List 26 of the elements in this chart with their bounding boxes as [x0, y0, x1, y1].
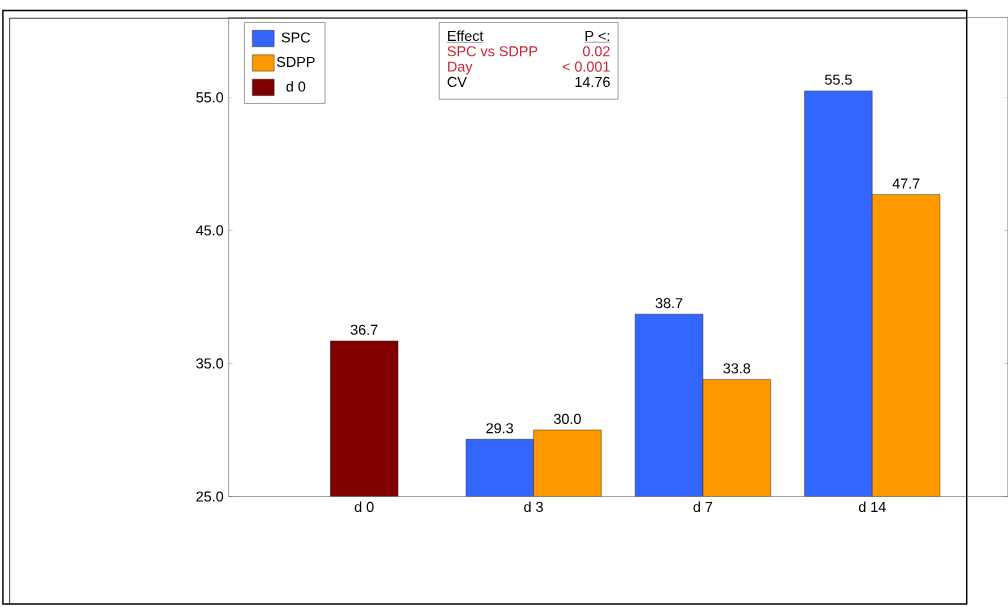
- y-tick-label: 45.0: [196, 225, 224, 236]
- annotation: Day: [448, 61, 473, 75]
- data-label: 30.0: [553, 413, 581, 425]
- data-label: 38.7: [655, 298, 683, 309]
- annotation: 14.76: [575, 76, 610, 88]
- legend-label: SPC: [281, 32, 311, 43]
- data-label: 29.3: [486, 423, 514, 434]
- x-tick-label: d 14: [858, 501, 886, 513]
- annotation: 0.02: [582, 46, 610, 57]
- annotation: Effect: [448, 30, 484, 42]
- x-tick-label: d 0: [354, 501, 374, 513]
- legend-label: SDPP: [276, 56, 315, 68]
- x-tick-label: d 3: [524, 501, 543, 513]
- y-tick-label: 25.0: [196, 491, 224, 502]
- y-tick-label: 35.0: [196, 358, 224, 369]
- annotation: < 0.001: [562, 61, 610, 72]
- data-label: 33.8: [723, 363, 751, 374]
- annotation: CV: [447, 76, 467, 88]
- data-label: 55.5: [825, 74, 852, 85]
- y-tick-label: 55.0: [196, 92, 224, 103]
- data-label: 36.7: [350, 324, 378, 335]
- legend-label: d 0: [286, 81, 306, 92]
- annotation: SPC vs SDPP: [447, 46, 538, 57]
- annotation: P <:: [585, 31, 610, 41]
- x-tick-label: d 7: [693, 501, 713, 513]
- data-label: 47.7: [892, 178, 920, 189]
